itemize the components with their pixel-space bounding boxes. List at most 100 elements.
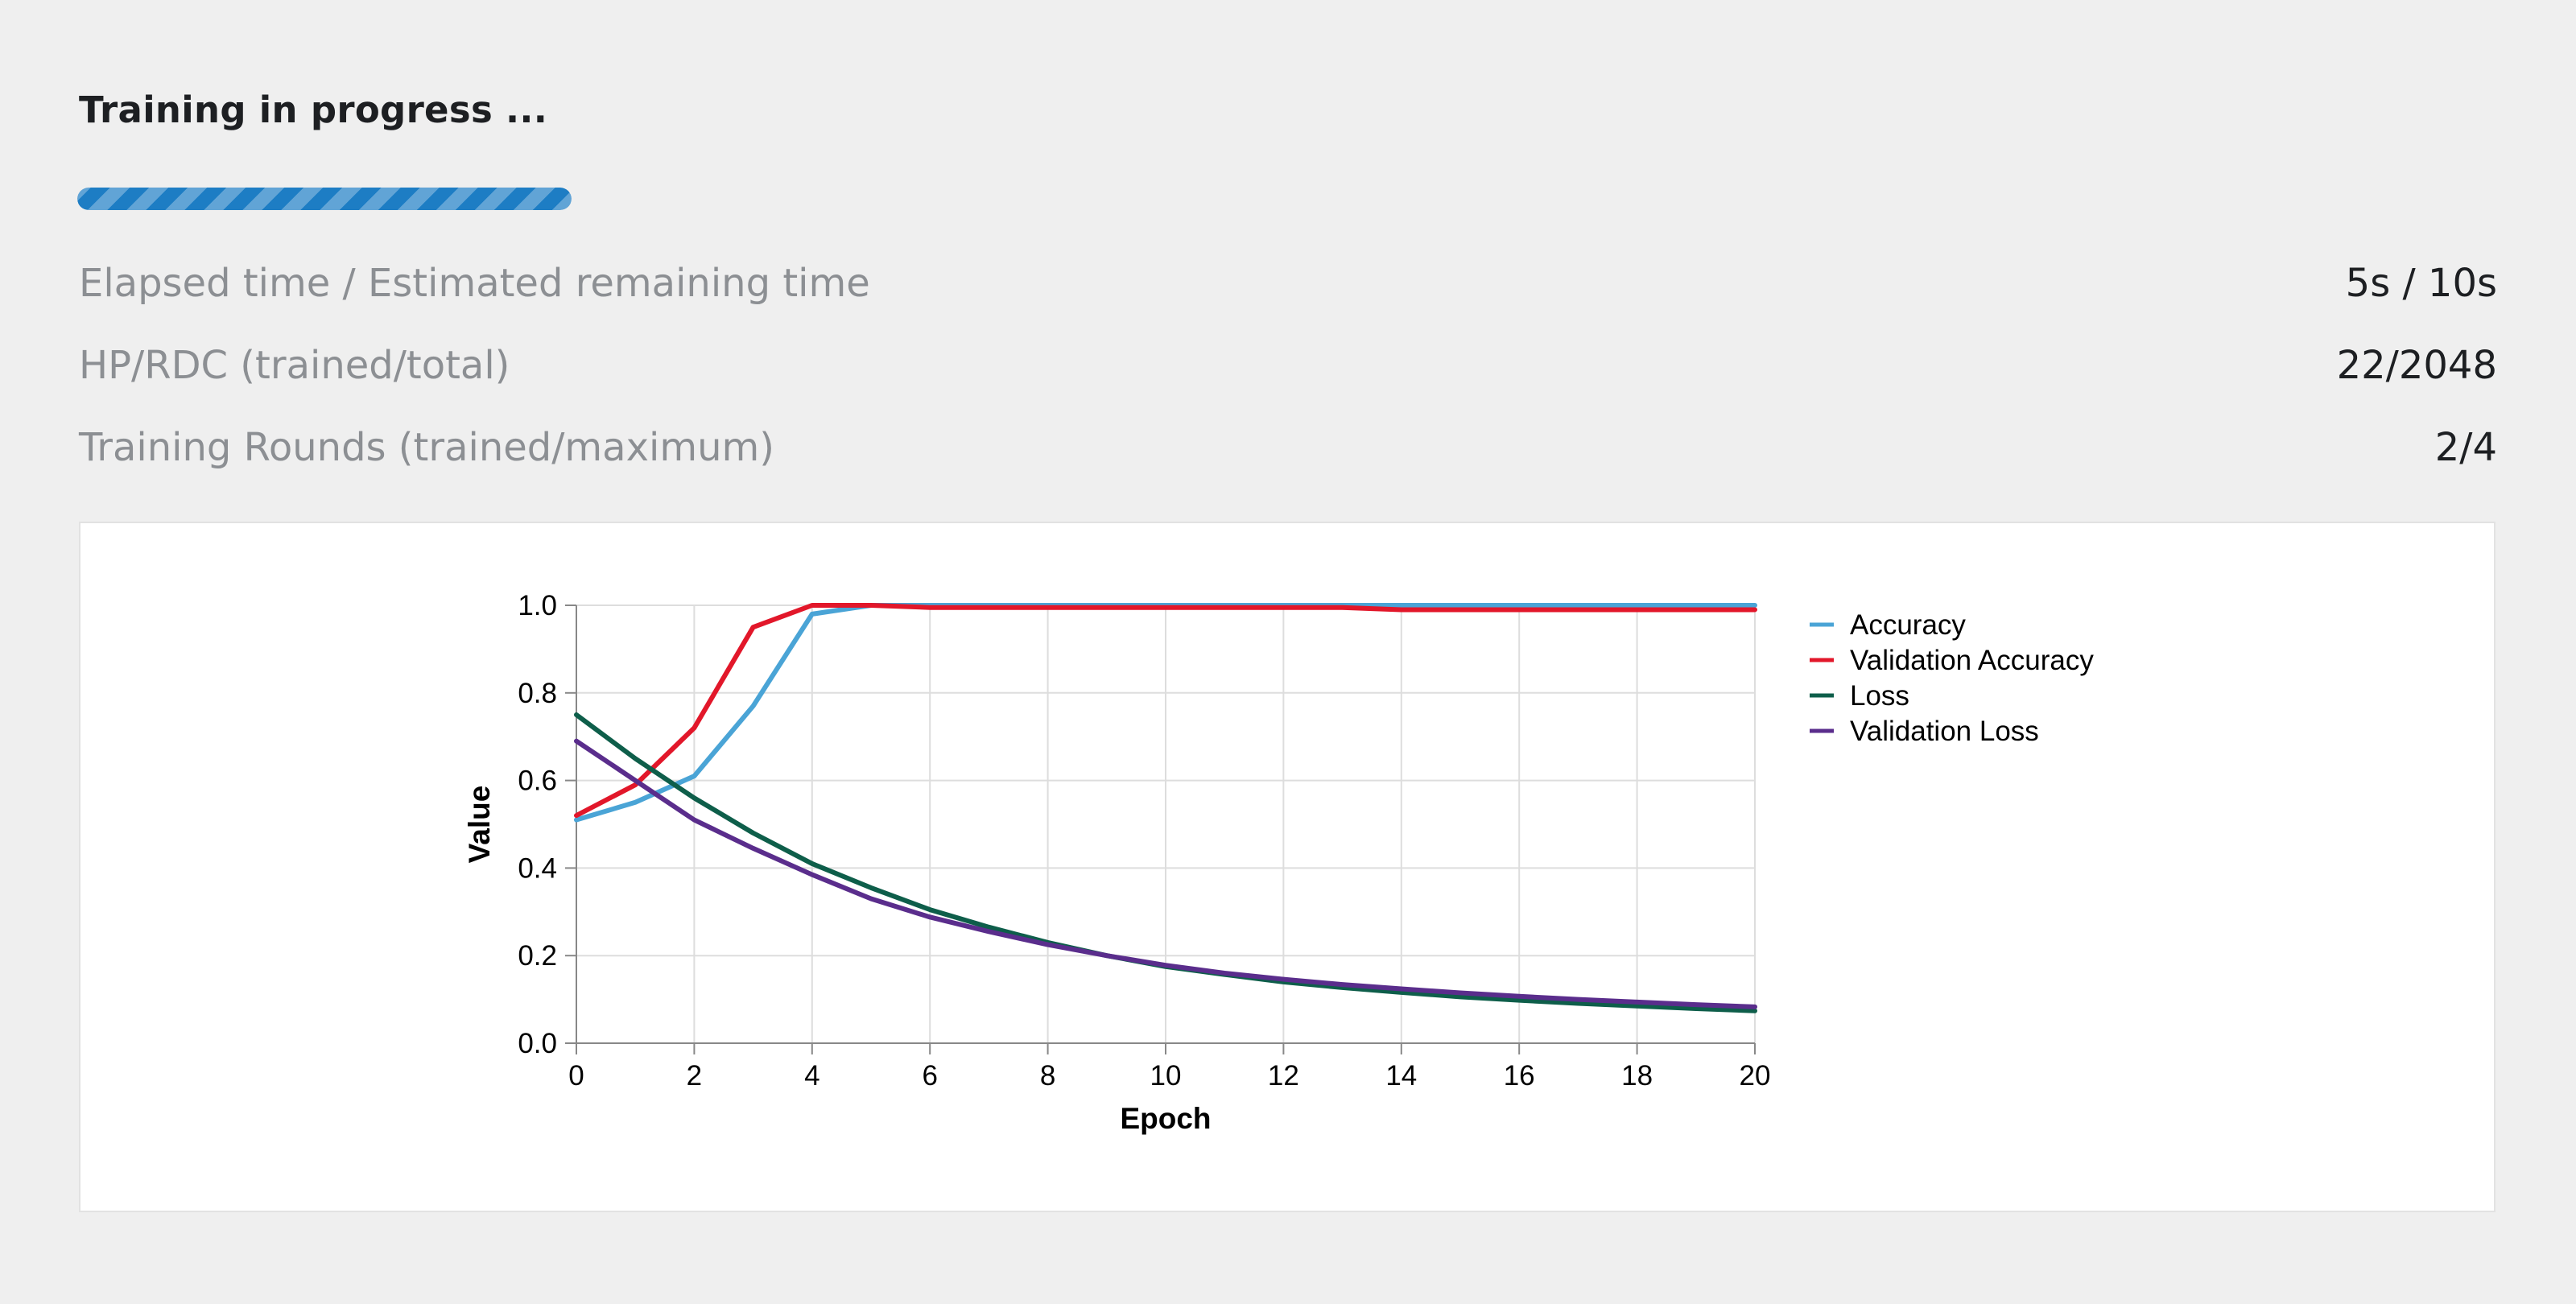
stat-value: 2/4 (2434, 425, 2497, 470)
data-point-validation-accuracy (1223, 606, 1226, 609)
x-tick-label: 0 (568, 1060, 584, 1091)
data-point-loss (1636, 1005, 1639, 1008)
chart-legend: Accuracy Validation Accuracy Loss Validatio… (1810, 609, 2094, 747)
stat-label: HP/RDC (trained/total) (79, 343, 510, 388)
data-point-accuracy (1400, 604, 1403, 607)
data-point-loss (575, 713, 578, 716)
data-point-validation-accuracy (1341, 606, 1344, 609)
data-point-validation-loss (1753, 1005, 1757, 1009)
stat-label: Elapsed time / Estimated remaining time (79, 261, 870, 306)
stat-row-elapsed-time: Elapsed time / Estimated remaining time … (79, 255, 2497, 312)
data-point-validation-loss (811, 873, 814, 877)
training-metrics-chart-card: 0 2 4 6 8 10 12 14 16 18 20 0.0 0.2 0.4 0.6 0.8 1.0 Accu… (79, 522, 2496, 1212)
data-point-accuracy (1517, 604, 1521, 607)
legend-label: Accuracy (1850, 609, 1966, 641)
data-point-validation-loss (1105, 954, 1108, 957)
data-point-accuracy (752, 704, 755, 708)
data-point-validation-accuracy (987, 606, 990, 609)
x-tick-label: 14 (1385, 1060, 1417, 1091)
y-tick-label: 0.6 (518, 765, 557, 797)
data-point-validation-accuracy (1636, 608, 1639, 611)
data-point-validation-accuracy (634, 783, 637, 786)
y-tick-label: 0.2 (518, 940, 557, 972)
data-point-validation-loss (1695, 1003, 1698, 1006)
y-axis-title: Value (463, 786, 496, 864)
y-tick-label: 0.4 (518, 852, 557, 884)
data-point-validation-loss (1517, 995, 1521, 998)
data-point-validation-accuracy (1576, 608, 1579, 611)
data-point-loss (1695, 1007, 1698, 1010)
x-tick-label: 6 (922, 1060, 937, 1091)
data-point-accuracy (1636, 604, 1639, 607)
training-metrics-chart: 0 2 4 6 8 10 12 14 16 18 20 0.0 0.2 0.4 0.6 0.8 1.0 Accu… (463, 590, 2094, 1135)
x-axis-title: Epoch (1120, 1102, 1211, 1135)
data-point-validation-accuracy (1695, 608, 1698, 611)
data-point-validation-loss (1576, 998, 1579, 1001)
data-point-validation-accuracy (575, 814, 578, 817)
data-point-accuracy (811, 613, 814, 616)
x-tick-label: 4 (804, 1060, 819, 1091)
data-point-validation-accuracy (1105, 606, 1108, 609)
data-point-loss (1459, 995, 1462, 998)
y-tick-label: 0.0 (518, 1028, 557, 1059)
x-tick-label: 20 (1740, 1060, 1771, 1091)
x-tick-label: 16 (1504, 1060, 1535, 1091)
data-point-validation-loss (1164, 964, 1167, 967)
data-point-validation-loss (575, 740, 578, 743)
data-point-validation-accuracy (928, 606, 931, 609)
legend-label: Validation Accuracy (1850, 645, 2094, 676)
data-point-validation-loss (752, 847, 755, 850)
page-title: Training in progress ... (79, 89, 548, 131)
data-point-validation-accuracy (811, 604, 814, 607)
data-point-validation-accuracy (869, 604, 873, 607)
data-point-validation-accuracy (1400, 608, 1403, 611)
data-point-validation-accuracy (692, 726, 696, 729)
y-tick-label: 1.0 (518, 590, 557, 621)
data-point-validation-loss (1459, 991, 1462, 994)
data-point-loss (1517, 999, 1521, 1002)
y-tick-label: 0.8 (518, 678, 557, 709)
data-point-validation-accuracy (1753, 608, 1757, 611)
data-point-validation-loss (692, 819, 696, 822)
stat-label: Training Rounds (trained/maximum) (79, 425, 774, 470)
data-point-validation-accuracy (752, 625, 755, 629)
stat-value: 22/2048 (2336, 343, 2497, 388)
x-tick-label: 10 (1150, 1060, 1182, 1091)
data-point-validation-accuracy (1459, 608, 1462, 611)
data-point-loss (634, 757, 637, 760)
data-point-validation-loss (1282, 978, 1285, 981)
data-point-accuracy (692, 774, 696, 778)
data-point-loss (987, 926, 990, 929)
chart-grid (576, 605, 1756, 1044)
data-point-loss (869, 886, 873, 889)
data-point-accuracy (575, 819, 578, 822)
data-point-accuracy (634, 801, 637, 804)
data-point-accuracy (1459, 604, 1462, 607)
legend-label: Loss (1850, 680, 1909, 712)
data-point-validation-accuracy (1282, 606, 1285, 609)
data-point-validation-loss (1223, 972, 1226, 975)
data-point-accuracy (1695, 604, 1698, 607)
stat-value: 5s / 10s (2345, 261, 2497, 306)
progress-bar-fill (77, 188, 572, 210)
data-point-loss (1400, 991, 1403, 994)
data-point-validation-accuracy (1046, 606, 1050, 609)
data-point-loss (811, 862, 814, 865)
legend-label: Validation Loss (1850, 716, 2039, 747)
stat-row-training-rounds: Training Rounds (trained/maximum) 2/4 (79, 419, 2497, 476)
data-point-loss (692, 796, 696, 799)
training-progress-bar (77, 188, 572, 210)
data-point-validation-loss (1341, 983, 1344, 986)
data-point-accuracy (1753, 604, 1757, 607)
data-point-validation-loss (928, 915, 931, 918)
x-tick-label: 8 (1040, 1060, 1055, 1091)
data-point-loss (1753, 1009, 1757, 1013)
data-point-validation-loss (1636, 1001, 1639, 1004)
data-point-validation-loss (1400, 988, 1403, 991)
data-point-validation-loss (869, 897, 873, 900)
x-tick-label: 18 (1621, 1060, 1653, 1091)
chart-series (574, 603, 1757, 1013)
chart-axes: 0 2 4 6 8 10 12 14 16 18 20 0.0 0.2 0.4 0.6 0.8 1.0 (518, 590, 1770, 1091)
data-point-accuracy (1576, 604, 1579, 607)
